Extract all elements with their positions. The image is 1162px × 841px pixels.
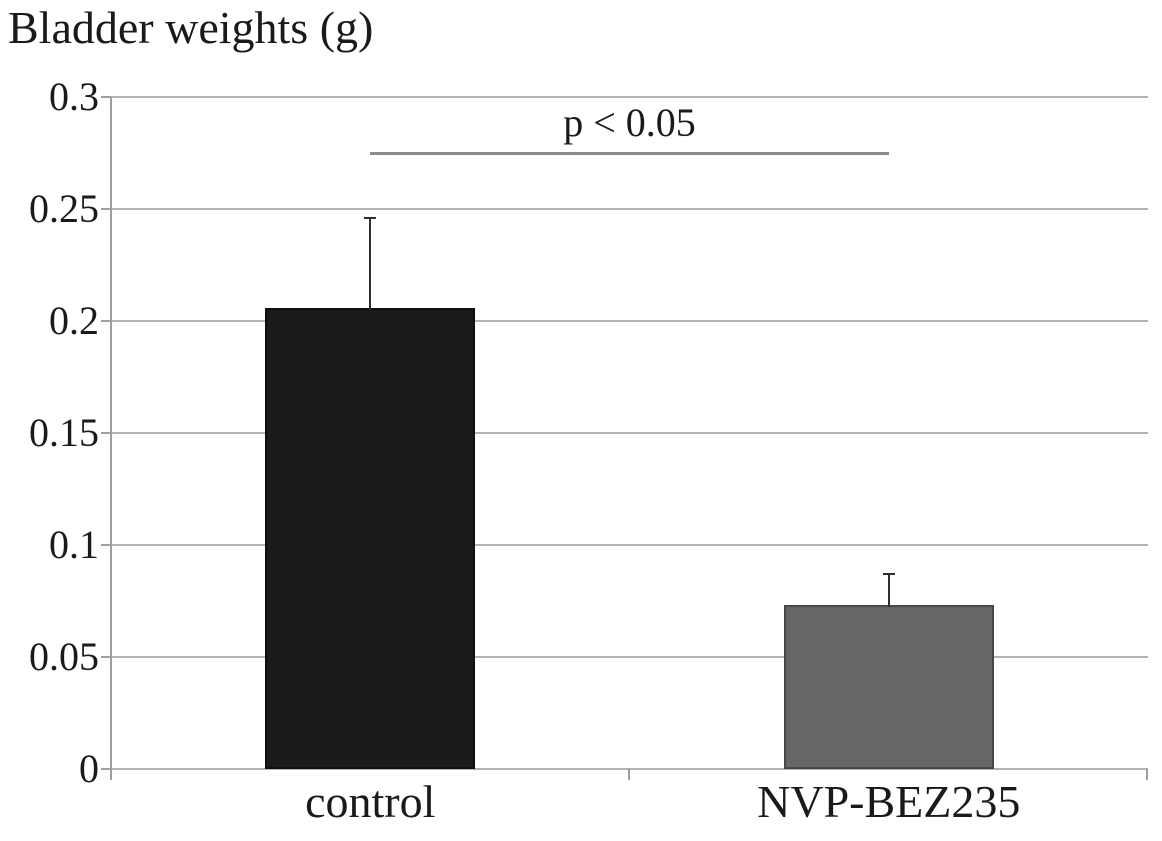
gridline <box>111 544 1148 546</box>
y-axis-tick-labels: 0 0.05 0.1 0.15 0.2 0.25 0.3 <box>0 74 99 791</box>
category-label-control: control <box>305 776 436 827</box>
y-axis-tick-label: 0.3 <box>49 74 99 119</box>
y-axis-tick-label: 0.1 <box>49 522 99 567</box>
y-axis-tick-label: 0 <box>79 746 99 791</box>
significance-label: p < 0.05 <box>563 99 696 145</box>
error-bar-control <box>369 217 372 310</box>
y-axis-tick <box>101 208 111 210</box>
significance-line <box>370 151 889 155</box>
chart-title: Bladder weights (g) <box>8 2 374 53</box>
gridline <box>111 208 1148 210</box>
x-axis-tick <box>1146 769 1148 780</box>
bar-control <box>265 307 476 769</box>
x-axis-line <box>111 768 1148 770</box>
gridline <box>111 320 1148 322</box>
plot-area: p < 0.05 <box>101 96 1148 780</box>
error-bar-cap-NVP-BEZ235 <box>882 573 895 576</box>
bar-NVP-BEZ235 <box>783 605 994 769</box>
y-axis-line <box>110 97 112 780</box>
y-axis-tick <box>101 320 111 322</box>
gridline <box>111 96 1148 98</box>
y-axis-tick <box>101 544 111 546</box>
gridline <box>111 656 1148 658</box>
error-bar-NVP-BEZ235 <box>887 574 890 608</box>
y-axis-tick-label: 0.15 <box>29 410 99 455</box>
category-label-NVP-BEZ235: NVP-BEZ235 <box>757 776 1021 827</box>
error-bar-cap-control <box>364 216 377 219</box>
x-axis-category-labels: control NVP-BEZ235 <box>111 774 1148 838</box>
y-axis-tick-label: 0.05 <box>29 634 99 679</box>
y-axis-tick <box>101 96 111 98</box>
x-axis-tick <box>627 769 630 780</box>
y-axis-tick <box>101 656 111 658</box>
y-axis-tick-label: 0.2 <box>49 298 99 343</box>
y-axis-tick <box>101 432 111 434</box>
y-axis-tick <box>101 768 111 770</box>
gridline <box>111 432 1148 434</box>
y-axis-tick-label: 0.25 <box>29 186 99 231</box>
